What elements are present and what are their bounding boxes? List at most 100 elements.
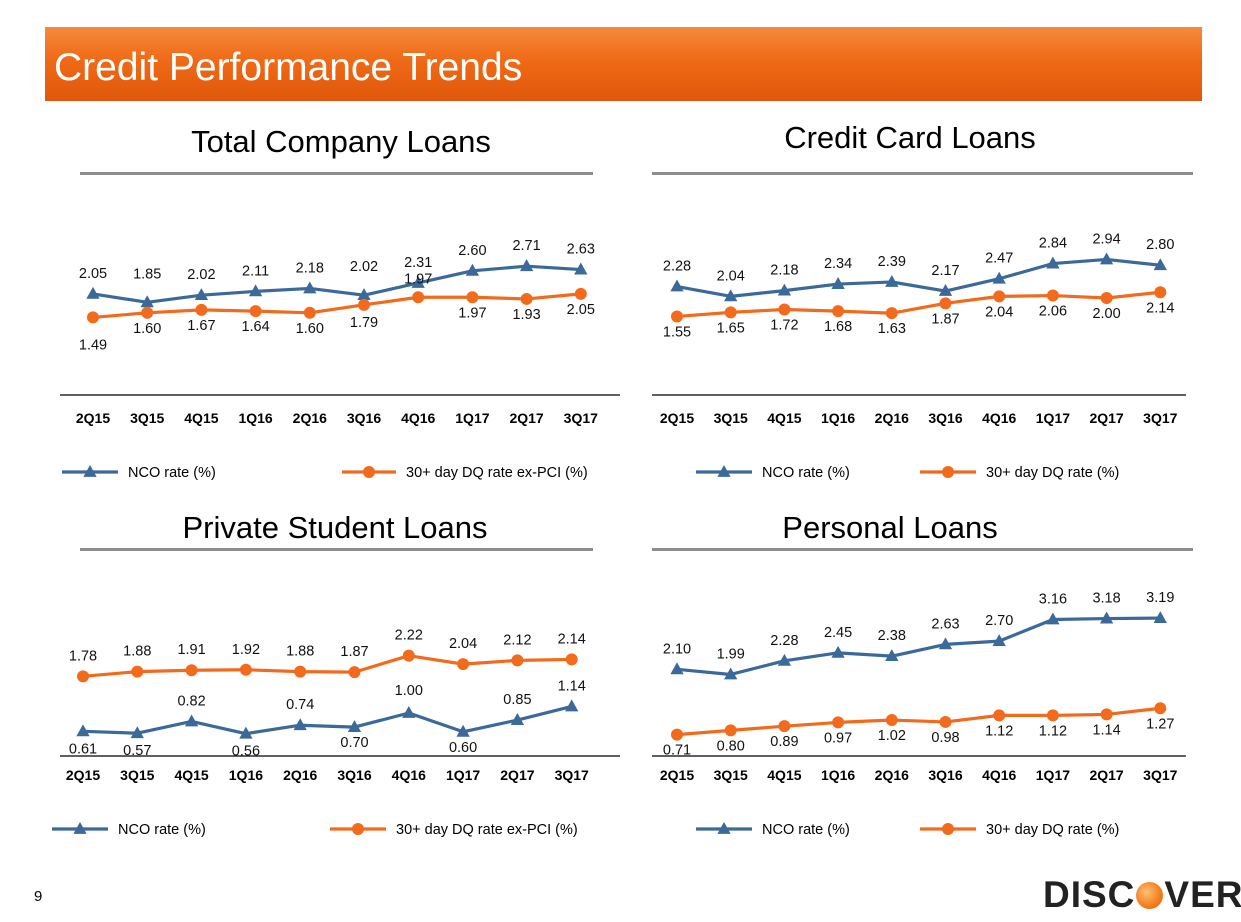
nco-data-label: 3.18 [1092,591,1120,607]
x-tick-label: 1Q17 [1036,767,1070,783]
legend-triangle-marker [83,465,97,477]
legend-circle-marker [363,466,375,478]
dq-data-label: 1.68 [824,319,852,335]
dq-point [574,287,587,300]
nco-point [239,726,253,739]
dq-point [832,716,845,729]
nco-point [303,281,317,294]
dq-point [778,720,791,733]
nco-point [184,714,199,727]
nco-point [248,284,263,297]
x-tick-label: 2Q15 [660,767,694,783]
dq-data-label: 0.80 [717,738,745,754]
nco-data-label: 2.04 [717,268,745,284]
dq-point [457,658,470,671]
nco-data-label: 2.31 [404,255,432,271]
dq-point [185,664,198,677]
nco-data-label: 3.19 [1146,590,1174,606]
x-tick-label: 2Q17 [500,767,534,783]
nco-point [293,718,307,731]
x-tick-label: 2Q15 [660,410,694,426]
legend-label: 30+ day DQ rate (%) [986,822,1119,838]
dq-series-line [82,654,572,678]
nco-data-label: 2.80 [1146,237,1174,253]
nco-point [1099,252,1114,265]
chart-title-total-company: Total Company Loans [191,124,491,159]
nco-point [938,284,953,296]
dq-point [511,654,524,667]
chart-title-credit-card: Credit Card Loans [784,120,1036,155]
x-tick-label: 3Q16 [347,410,381,426]
logo-text-start: DISC [1043,874,1136,915]
nco-series-line [82,704,573,736]
nco-series-line [92,264,581,304]
dq-point [1154,702,1167,715]
nco-data-label: 2.02 [187,267,215,283]
dq-point [77,670,89,683]
x-tick-label: 1Q16 [821,410,855,426]
dq-point [885,714,898,727]
legend-label: 30+ day DQ rate ex-PCI (%) [406,465,588,481]
title-rule [652,172,1193,175]
nco-point [86,286,100,299]
dq-point [412,291,425,304]
dq-data-label: 0.97 [824,730,852,746]
dq-data-label: 2.12 [503,632,531,648]
dq-series-line [676,290,1161,319]
dq-point [520,292,533,305]
x-tick-label: 3Q17 [1143,767,1177,783]
legend-triangle-marker [717,465,731,477]
x-tick-label: 2Q17 [1089,767,1123,783]
chart-title-personal: Personal Loans [782,510,998,545]
dq-data-label: 1.97 [404,271,432,287]
dq-point [466,291,479,304]
x-tick-label: 2Q16 [875,410,909,426]
dq-point [195,303,208,316]
nco-data-label: 2.02 [350,259,378,275]
nco-point [724,667,738,680]
dq-series-line [676,706,1161,737]
x-tick-label: 3Q15 [120,767,154,783]
dq-data-label: 1.55 [663,324,691,340]
x-tick-label: 3Q15 [714,767,748,783]
legend-triangle-marker [73,822,87,834]
nco-data-label: 2.28 [663,259,691,275]
nco-data-label: 2.84 [1039,236,1067,252]
nco-point [1046,256,1060,269]
legend-label: 30+ day DQ rate (%) [986,465,1119,481]
dq-point [885,307,898,320]
x-tick-label: 2Q16 [283,767,317,783]
nco-point [1153,611,1167,623]
nco-data-label: 2.71 [512,238,540,254]
x-tick-label: 1Q17 [446,767,480,783]
dq-data-label: 2.04 [985,304,1013,320]
dq-data-label: 1.72 [770,317,798,333]
dq-data-label: 1.60 [133,321,161,337]
dq-point [303,306,316,319]
dq-data-label: 1.88 [286,644,314,660]
dq-data-label: 1.02 [878,728,906,744]
x-tick-label: 4Q16 [982,410,1016,426]
dq-data-label: 1.97 [458,305,486,321]
legend-label: NCO rate (%) [118,822,206,838]
nco-data-label: 0.57 [123,743,151,759]
dq-point [1100,292,1113,304]
x-tick-label: 1Q16 [821,767,855,783]
nco-data-label: 2.63 [931,616,959,632]
dq-data-label: 1.93 [512,307,540,323]
dq-point [348,666,361,679]
dq-data-label: 1.91 [177,642,205,658]
nco-data-label: 0.56 [232,744,260,760]
dq-point [1046,709,1059,722]
dq-data-label: 2.14 [1146,300,1174,316]
nco-data-label: 1.99 [717,646,745,662]
nco-data-label: 2.18 [296,260,324,276]
x-tick-label: 3Q17 [555,767,589,783]
dq-data-label: 1.63 [878,321,906,337]
nco-data-label: 2.34 [824,256,852,272]
x-tick-label: 1Q16 [229,767,263,783]
nco-point [465,263,480,276]
dq-point [939,297,952,310]
logo-text-end: VER [1164,874,1241,915]
